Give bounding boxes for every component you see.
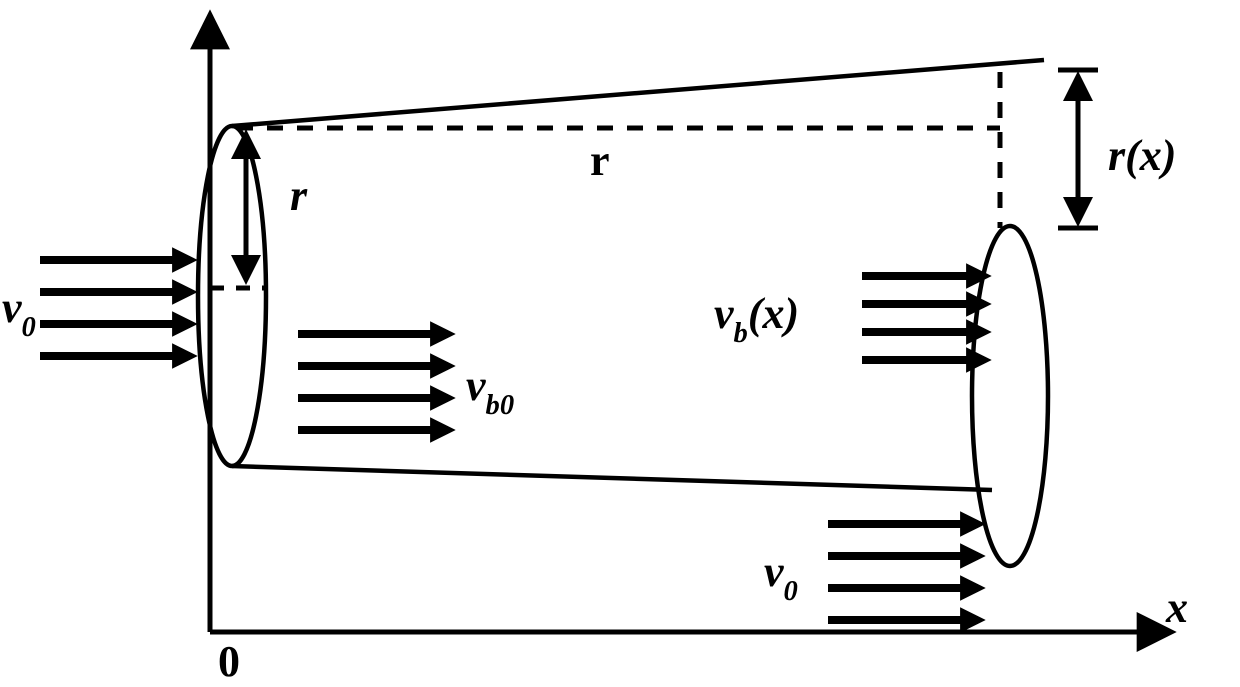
label-r_center: r — [590, 135, 610, 186]
label-vb_x: vb(x) — [714, 288, 799, 346]
label-v0_in: v0 — [2, 282, 36, 340]
label-r_left: r — [290, 170, 307, 221]
diagram-stage: r r r(x) v0 vb0 vb(x) v0 0 x — [0, 0, 1240, 686]
label-origin: 0 — [218, 636, 240, 687]
label-v0_out: v0 — [764, 546, 798, 604]
diagram-svg — [0, 0, 1240, 686]
cone-top-line — [232, 60, 1044, 126]
label-vb0: vb0 — [466, 360, 514, 418]
label-x_axis: x — [1166, 582, 1188, 633]
label-r_x: r(x) — [1108, 130, 1176, 181]
cone-bottom-line — [232, 466, 992, 490]
